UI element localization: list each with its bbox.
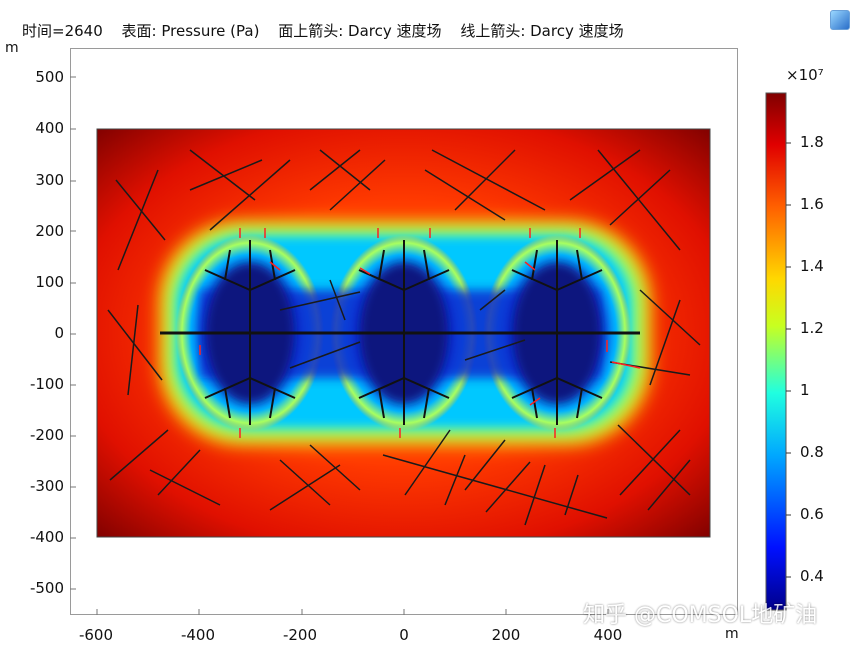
surface-label: 表面: Pressure (Pa) [121, 22, 260, 40]
y-tick: -500 [29, 579, 64, 597]
colorbar-tick: 0.6 [800, 505, 824, 523]
colorbar-tick-marks [786, 142, 791, 578]
x-tick: 200 [491, 626, 521, 644]
colorbar-tick: 1.8 [800, 133, 824, 151]
x-tick: -400 [180, 626, 216, 644]
surface-arrow-label: 面上箭头: Darcy 速度场 [278, 22, 442, 40]
colorbar-tick: 1.2 [800, 319, 824, 337]
line-arrow-label: 线上箭头: Darcy 速度场 [460, 22, 624, 40]
y-tick: 300 [35, 171, 64, 189]
plot-title: 时间=2640 表面: Pressure (Pa) 面上箭头: Darcy 速度… [22, 20, 638, 41]
axis-tick-marks [70, 76, 609, 615]
x-tick: -600 [78, 626, 114, 644]
x-tick: 400 [593, 626, 623, 644]
hydraulic-fractures [160, 240, 640, 425]
colorbar-tick: 1.4 [800, 257, 824, 275]
colorbar-tick: 0.4 [800, 567, 824, 585]
time-label: 时间=2640 [22, 22, 103, 40]
colorbar-exponent: ×10⁷ [786, 66, 824, 84]
colorbar-tick: 1 [800, 381, 810, 399]
y-tick: 400 [35, 119, 64, 137]
app-corner-icon[interactable] [830, 10, 850, 30]
watermark: 知乎 @COMSOL地矿油 [583, 603, 818, 628]
y-tick: -400 [29, 528, 64, 546]
y-tick: -300 [29, 477, 64, 495]
colorbar-tick: 1.6 [800, 195, 824, 213]
x-tick: -200 [282, 626, 318, 644]
y-tick: 500 [35, 68, 64, 86]
y-tick: -200 [29, 426, 64, 444]
colorbar [765, 92, 787, 611]
y-tick: 100 [35, 273, 64, 291]
colorbar-tick: 0.8 [800, 443, 824, 461]
y-axis-unit: m [5, 40, 19, 56]
y-tick: 200 [35, 222, 64, 240]
x-tick: 0 [399, 626, 409, 644]
y-tick: 0 [54, 324, 64, 342]
darcy-velocity-arrows [199, 228, 641, 438]
y-tick: -100 [29, 375, 64, 393]
natural-fractures [107, 149, 701, 526]
x-axis-unit: m [725, 626, 739, 642]
